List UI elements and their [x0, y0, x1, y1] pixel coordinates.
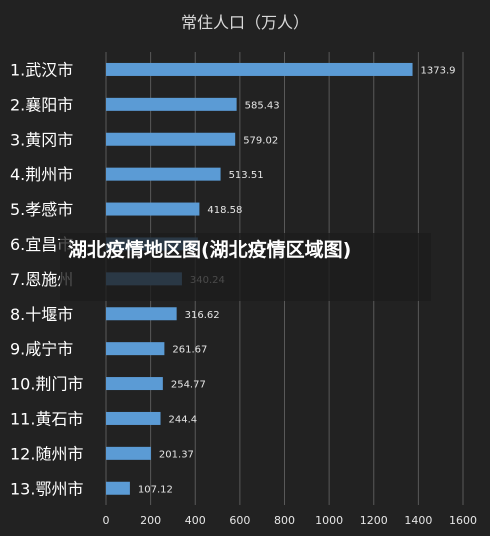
- x-tick-label: 200: [140, 514, 161, 527]
- category-label: 10.荆门市: [10, 375, 83, 394]
- category-label: 1.武汉市: [10, 60, 73, 79]
- category-label: 6.宜昌市: [10, 235, 73, 254]
- value-label: 107.12: [138, 484, 173, 495]
- category-label: 3.黄冈市: [10, 130, 73, 149]
- value-label: 261.67: [172, 345, 207, 356]
- value-label: 579.02: [243, 135, 278, 146]
- x-tick-label: 600: [229, 514, 250, 527]
- bar: [106, 202, 200, 216]
- bar: [106, 481, 130, 495]
- category-label: 12.随州市: [10, 444, 83, 463]
- x-tick-label: 1400: [404, 514, 432, 527]
- value-labels: 1373.9585.43579.02513.51418.58340.24316.…: [138, 65, 456, 495]
- value-label: 316.62: [185, 310, 220, 321]
- value-label: 244.4: [169, 414, 198, 425]
- bar: [106, 411, 161, 425]
- value-label: 254.77: [171, 380, 206, 391]
- x-tick-label: 1200: [360, 514, 388, 527]
- bar: [106, 132, 236, 146]
- value-label: 1373.9: [421, 65, 456, 76]
- value-label: 513.51: [229, 170, 264, 181]
- x-tick-label: 1600: [449, 514, 477, 527]
- category-label: 4.荆州市: [10, 165, 73, 184]
- x-tick-label: 1000: [315, 514, 343, 527]
- category-label: 5.孝感市: [10, 200, 73, 219]
- x-tick-label: 0: [103, 514, 110, 527]
- x-axis-ticks: 0 200 400 600 800 1000 1200 1400 1600: [103, 514, 478, 527]
- value-label: 585.43: [245, 100, 280, 111]
- x-tick-label: 800: [274, 514, 295, 527]
- category-label: 2.襄阳市: [10, 95, 73, 114]
- category-label: 7.恩施州: [10, 270, 73, 289]
- x-tick-label: 400: [185, 514, 206, 527]
- category-labels: 1.武汉市 2.襄阳市 3.黄冈市 4.荆州市 5.孝感市 6.宜昌市 7.恩施州 8.十堰市…: [10, 60, 83, 498]
- bar: [106, 62, 413, 76]
- bar: [106, 446, 151, 460]
- caption-overlay-box: [60, 233, 431, 301]
- category-label: 13.鄂州市: [10, 479, 83, 498]
- bar: [106, 167, 221, 181]
- bar: [106, 97, 237, 111]
- bar: [106, 342, 165, 356]
- value-label: 201.37: [159, 449, 194, 460]
- category-label: 9.咸宁市: [10, 340, 73, 359]
- chart-title: 常住人口（万人）: [181, 13, 309, 32]
- category-label: 8.十堰市: [10, 305, 73, 324]
- category-label: 11.黄石市: [10, 409, 83, 428]
- caption-overlay-text: 湖北疫情地区图(湖北疫情区域图): [68, 239, 352, 261]
- value-label: 418.58: [207, 205, 242, 216]
- bar: [106, 307, 177, 321]
- bar: [106, 377, 163, 391]
